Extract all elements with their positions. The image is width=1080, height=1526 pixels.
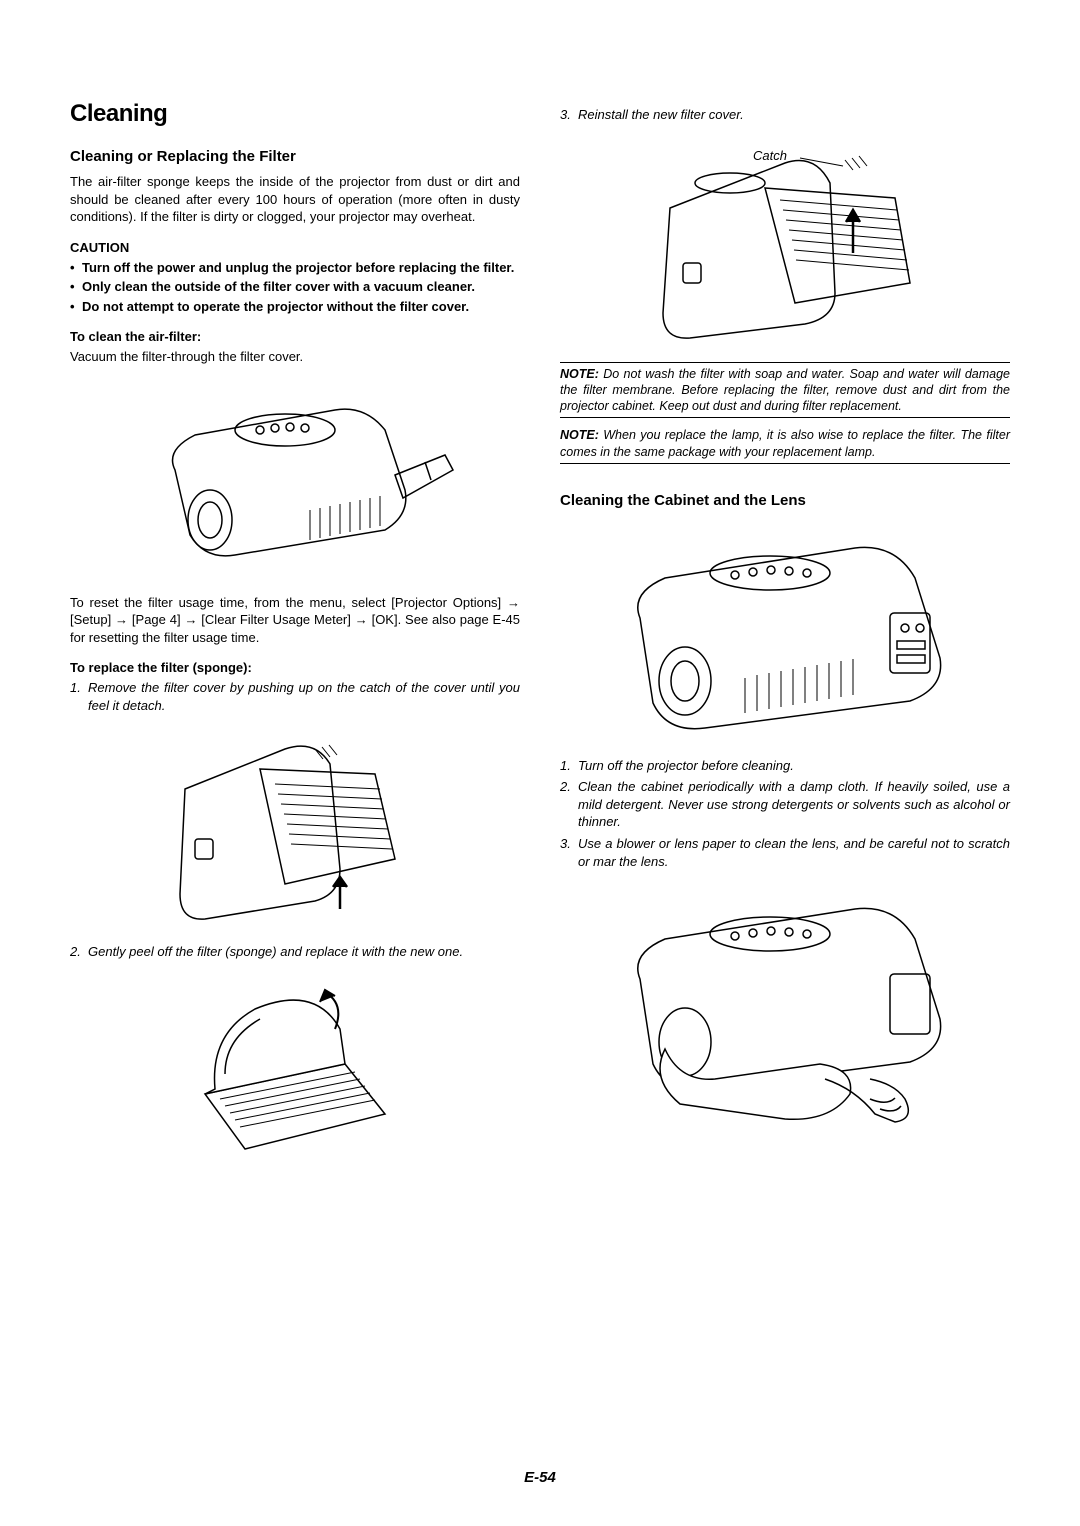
peel-sponge-illustration bbox=[185, 974, 405, 1164]
step-text: Remove the filter cover by pushing up on… bbox=[88, 680, 520, 713]
step-number: 1. bbox=[560, 757, 571, 775]
caution-label: CAUTION bbox=[70, 240, 520, 255]
note-body: Do not wash the filter with soap and wat… bbox=[560, 367, 1010, 414]
cabinet-steps-list: 1. Turn off the projector before cleaning… bbox=[560, 757, 1010, 870]
note-text: NOTE: Do not wash the filter with soap a… bbox=[560, 366, 1010, 415]
figure-vacuum-filter bbox=[70, 380, 520, 580]
reinstall-cover-illustration: Catch bbox=[635, 138, 935, 348]
step-number: 2. bbox=[70, 943, 81, 961]
two-column-layout: Cleaning Cleaning or Replacing the Filte… bbox=[70, 100, 1010, 1178]
note-block-2: NOTE: When you replace the lamp, it is a… bbox=[560, 424, 1010, 464]
figure-reinstall-cover: Catch bbox=[560, 138, 1010, 348]
replace-filter-label: To replace the filter (sponge): bbox=[70, 660, 520, 675]
step-text: Use a blower or lens paper to clean the … bbox=[578, 836, 1010, 869]
cabinet-step: 1. Turn off the projector before cleaning… bbox=[560, 757, 1010, 775]
step-number: 2. bbox=[560, 778, 571, 796]
step-number: 1. bbox=[70, 679, 81, 697]
projector-vacuum-illustration bbox=[135, 380, 455, 580]
page: Cleaning Cleaning or Replacing the Filte… bbox=[0, 0, 1080, 1218]
step-text: Gently peel off the filter (sponge) and … bbox=[88, 944, 463, 959]
clean-lens-illustration bbox=[595, 884, 975, 1124]
projector-front-illustration bbox=[595, 523, 975, 743]
note-body: When you replace the lamp, it is also wi… bbox=[560, 428, 1010, 458]
cabinet-step: 3. Use a blower or lens paper to clean th… bbox=[560, 835, 1010, 870]
step-number: 3. bbox=[560, 835, 571, 853]
reinstall-step: 3. Reinstall the new filter cover. bbox=[560, 106, 1010, 124]
remove-cover-illustration bbox=[165, 729, 425, 929]
note-label: NOTE: bbox=[560, 428, 599, 442]
cabinet-step: 2. Clean the cabinet periodically with a … bbox=[560, 778, 1010, 831]
replace-step-1: 1. Remove the filter cover by pushing up… bbox=[70, 679, 520, 714]
caution-bullet-list: Turn off the power and unplug the projec… bbox=[70, 259, 520, 316]
main-title: Cleaning bbox=[70, 100, 520, 128]
note-label: NOTE: bbox=[560, 367, 599, 381]
caution-bullet: Do not attempt to operate the projector … bbox=[70, 298, 520, 316]
step-text: Clean the cabinet periodically with a da… bbox=[578, 779, 1010, 829]
catch-label: Catch bbox=[753, 148, 787, 163]
caution-bullet: Turn off the power and unplug the projec… bbox=[70, 259, 520, 277]
step-number: 3. bbox=[560, 106, 571, 124]
step-text: Turn off the projector before cleaning. bbox=[578, 758, 794, 773]
note-text: NOTE: When you replace the lamp, it is a… bbox=[560, 427, 1010, 460]
reset-usage-text: To reset the filter usage time, from the… bbox=[70, 594, 520, 647]
clean-filter-label: To clean the air-filter: bbox=[70, 329, 520, 344]
step-text: Reinstall the new filter cover. bbox=[578, 107, 744, 122]
note-block-1: NOTE: Do not wash the filter with soap a… bbox=[560, 362, 1010, 419]
right-column: 3. Reinstall the new filter cover. bbox=[560, 100, 1010, 1178]
replace-step-2: 2. Gently peel off the filter (sponge) a… bbox=[70, 943, 520, 961]
cabinet-section-heading: Cleaning the Cabinet and the Lens bbox=[560, 492, 1010, 509]
figure-clean-lens bbox=[560, 884, 1010, 1124]
figure-remove-cover bbox=[70, 729, 520, 929]
filter-section-heading: Cleaning or Replacing the Filter bbox=[70, 148, 520, 165]
figure-peel-sponge bbox=[70, 974, 520, 1164]
left-column: Cleaning Cleaning or Replacing the Filte… bbox=[70, 100, 520, 1178]
clean-filter-text: Vacuum the filter-through the filter cov… bbox=[70, 348, 520, 366]
filter-intro-text: The air-filter sponge keeps the inside o… bbox=[70, 173, 520, 226]
caution-bullet: Only clean the outside of the filter cov… bbox=[70, 278, 520, 296]
page-number: E-54 bbox=[0, 1469, 1080, 1486]
figure-projector-front bbox=[560, 523, 1010, 743]
